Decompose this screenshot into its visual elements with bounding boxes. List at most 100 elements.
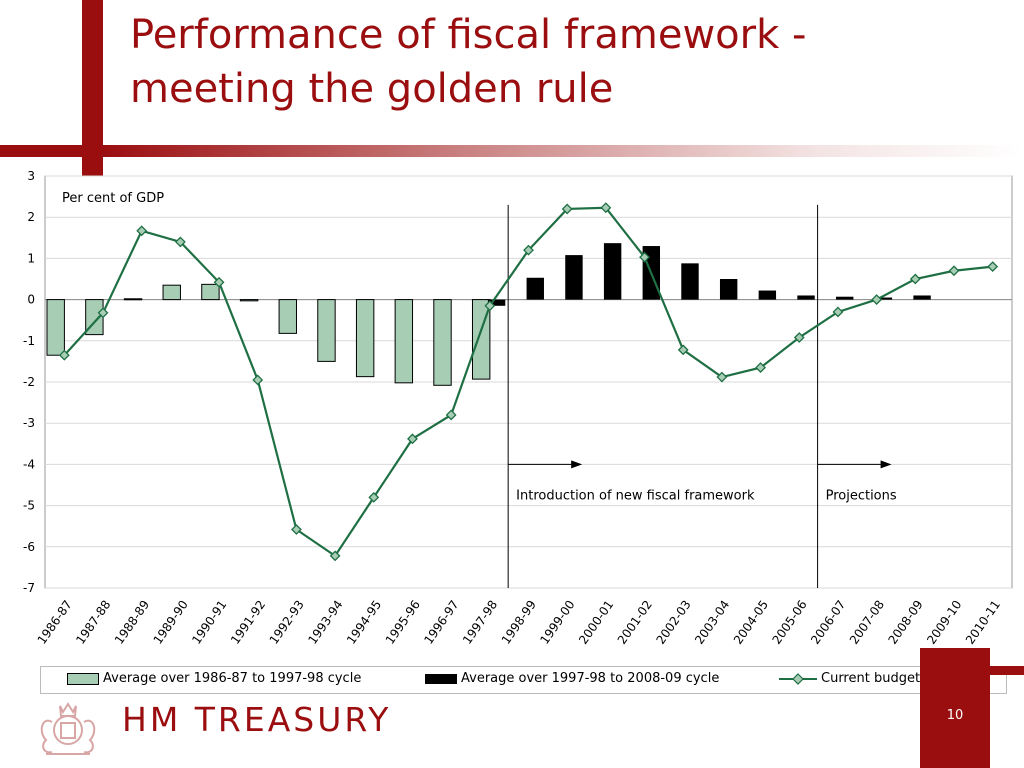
surplus-point-2001-02 bbox=[639, 251, 650, 263]
x-tick-label: 2004-05 bbox=[731, 598, 771, 647]
x-tick-label: 1990-91 bbox=[189, 598, 229, 647]
surplus-point-2003-04 bbox=[716, 371, 728, 383]
bar-late-cycle-2006-07 bbox=[836, 296, 854, 300]
bar-late-cycle-2003-04 bbox=[719, 279, 738, 300]
x-tick-label: 2005-06 bbox=[769, 598, 809, 647]
surplus-point-1999-00 bbox=[561, 203, 573, 215]
legend-swatch-line bbox=[779, 672, 817, 685]
bar-late-cycle-1997-98 bbox=[487, 299, 506, 306]
y-tick-label: -1 bbox=[23, 334, 35, 348]
surplus-point-2006-07 bbox=[832, 306, 844, 318]
bar-early-cycle-1991-92 bbox=[239, 299, 259, 302]
surplus-point-2010-11 bbox=[987, 261, 999, 273]
surplus-point-2002-03 bbox=[677, 344, 689, 356]
y-tick-label: 2 bbox=[27, 210, 35, 224]
x-tick-label: 2008-09 bbox=[886, 598, 926, 647]
y-tick-label: 0 bbox=[27, 293, 35, 307]
x-tick-label: 1996-97 bbox=[421, 598, 461, 647]
surplus-point-1989-90 bbox=[174, 236, 186, 248]
surplus-point-1986-87 bbox=[58, 349, 70, 361]
x-tick-label: 1999-00 bbox=[537, 598, 577, 647]
x-tick-label: 2000-01 bbox=[576, 598, 616, 647]
legend-label-late-cycle: Average over 1997-98 to 2008-09 cycle bbox=[461, 671, 720, 686]
surplus-point-1988-89 bbox=[136, 225, 148, 237]
surplus-point-1995-96 bbox=[407, 433, 418, 445]
chart-legend: Average over 1986-87 to 1997-98 cycle Av… bbox=[40, 666, 1007, 694]
surplus-point-1996-97 bbox=[445, 409, 457, 421]
surplus-point-1994-95 bbox=[368, 491, 380, 503]
x-tick-label: 2001-02 bbox=[615, 598, 655, 647]
bar-late-cycle-2002-03 bbox=[681, 263, 699, 300]
page-number: 10 bbox=[946, 708, 964, 723]
legend-swatch-black bbox=[425, 673, 457, 684]
annotation-arrow-head-0 bbox=[571, 460, 583, 469]
bar-late-cycle-2007-08 bbox=[874, 297, 893, 300]
legend-swatch-green bbox=[67, 672, 99, 685]
surplus-point-2007-08 bbox=[871, 294, 883, 306]
surplus-point-1992-93 bbox=[291, 524, 302, 535]
bar-late-cycle-2008-09 bbox=[913, 295, 931, 300]
surplus-point-1993-94 bbox=[329, 550, 341, 562]
surplus-point-1998-99 bbox=[523, 244, 534, 256]
x-tick-label: 1991-92 bbox=[228, 598, 268, 647]
x-tick-label: 1989-90 bbox=[151, 598, 191, 647]
x-tick-label: 1988-89 bbox=[112, 598, 152, 647]
surplus-point-2009-10 bbox=[948, 265, 960, 277]
legend-item-late-cycle: Average over 1997-98 to 2008-09 cycle bbox=[425, 671, 719, 686]
x-tick-label: 1987-88 bbox=[73, 598, 113, 647]
surplus-point-2000-01 bbox=[600, 202, 612, 214]
x-tick-label: 1997-98 bbox=[460, 598, 500, 647]
surplus-point-1987-88 bbox=[97, 307, 109, 319]
bar-early-cycle-1990-91 bbox=[201, 283, 220, 301]
bar-early-cycle-1994-95 bbox=[355, 299, 375, 378]
x-tick-label: 1986-87 bbox=[35, 598, 75, 647]
annotation-label-1: Projections bbox=[826, 488, 897, 503]
surplus-point-2005-06 bbox=[793, 332, 805, 343]
x-tick-label: 1994-95 bbox=[344, 598, 384, 647]
x-tick-label: 2007-08 bbox=[847, 598, 887, 647]
page-number-box: 10 bbox=[920, 648, 990, 768]
bar-late-cycle-2000-01 bbox=[603, 243, 622, 300]
annotation-label-0: Introduction of new fiscal framework bbox=[516, 488, 755, 503]
y-tick-label: 1 bbox=[27, 251, 35, 265]
legend-item-early-cycle: Average over 1986-87 to 1997-98 cycle bbox=[67, 671, 361, 686]
legend-label-early-cycle: Average over 1986-87 to 1997-98 cycle bbox=[103, 671, 362, 686]
x-tick-label: 1998-99 bbox=[499, 598, 539, 647]
header-gradient-bar bbox=[0, 145, 1024, 157]
y-tick-label: 3 bbox=[27, 169, 35, 183]
x-tick-label: 2003-04 bbox=[692, 598, 732, 647]
surplus-point-1990-91 bbox=[213, 276, 225, 288]
bar-early-cycle-1992-93 bbox=[278, 299, 297, 334]
annotation-arrow-head-1 bbox=[880, 460, 892, 469]
bar-early-cycle-1988-89 bbox=[123, 298, 143, 301]
y-tick-label: -5 bbox=[23, 499, 35, 513]
bar-late-cycle-1998-99 bbox=[526, 277, 544, 300]
title-line-1: Performance of fiscal framework - bbox=[130, 12, 807, 58]
surplus-point-2004-05 bbox=[755, 362, 766, 373]
bar-late-cycle-2005-06 bbox=[797, 295, 815, 300]
y-tick-label: -7 bbox=[23, 581, 35, 595]
footer-accent-stub bbox=[990, 666, 1024, 675]
y-axis-label: Per cent of GDP bbox=[62, 191, 164, 206]
bar-early-cycle-1989-90 bbox=[162, 284, 181, 301]
y-tick-label: -6 bbox=[23, 540, 35, 554]
x-tick-label: 1993-94 bbox=[305, 598, 345, 647]
bar-early-cycle-1995-96 bbox=[394, 299, 414, 384]
surplus-point-1991-92 bbox=[252, 374, 264, 386]
x-tick-label: 2002-03 bbox=[653, 598, 693, 647]
x-tick-label: 2009-10 bbox=[924, 598, 964, 647]
x-tick-label: 2010-11 bbox=[963, 598, 1003, 647]
title-line-2: meeting the golden rule bbox=[130, 66, 614, 112]
bar-early-cycle-1996-97 bbox=[433, 299, 452, 386]
y-tick-label: -2 bbox=[23, 375, 35, 389]
bar-early-cycle-1993-94 bbox=[317, 299, 336, 362]
bar-late-cycle-1999-00 bbox=[565, 255, 583, 300]
y-tick-label: -3 bbox=[23, 416, 35, 430]
header-accent-block bbox=[82, 0, 103, 188]
bar-late-cycle-2004-05 bbox=[758, 290, 777, 300]
surplus-point-2008-09 bbox=[909, 273, 921, 285]
x-tick-label: 1995-96 bbox=[383, 598, 423, 647]
y-tick-label: -4 bbox=[23, 457, 35, 471]
royal-crest-icon bbox=[40, 702, 96, 755]
x-tick-label: 1992-93 bbox=[267, 598, 307, 647]
